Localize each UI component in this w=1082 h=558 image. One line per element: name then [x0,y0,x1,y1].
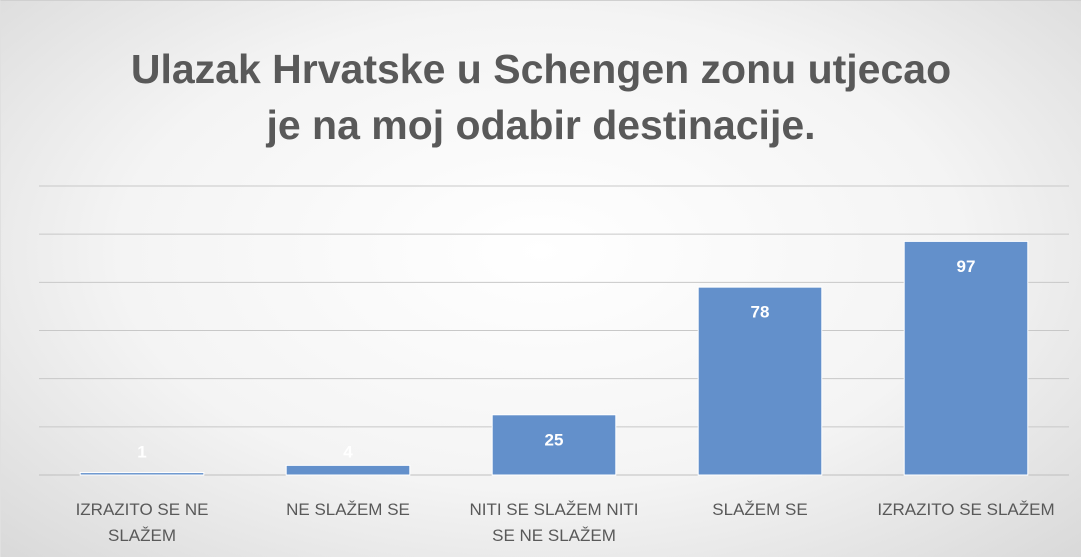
chart-title: Ulazak Hrvatske u Schengen zonu utjecao … [130,46,952,148]
value-label: 78 [751,303,770,322]
x-tick-label: NITI SE SLAŽEM NITI SE NE SLAŽEM [469,500,639,545]
bar [285,464,411,476]
value-label: 25 [545,430,564,449]
x-tick-label: NE SLAŽEM SE [286,500,410,519]
value-label: 4 [343,442,353,461]
bar [491,414,617,476]
bar [79,472,205,476]
bar [697,286,823,476]
value-label: 1 [137,442,146,461]
bar [903,240,1029,476]
x-tick-label: SLAŽEM SE [712,500,808,519]
x-tick-label: IZRAZITO SE NE SLAŽEM [75,500,209,545]
value-label: 97 [957,257,976,276]
x-tick-label: IZRAZITO SE SLAŽEM [877,500,1055,519]
